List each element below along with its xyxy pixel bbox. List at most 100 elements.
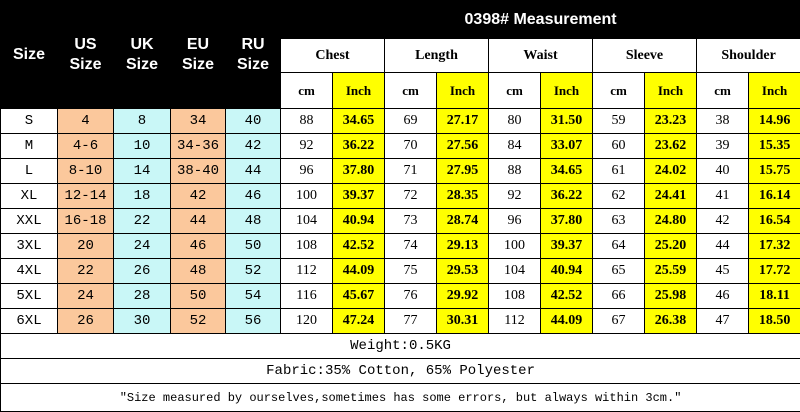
cell: 37.80 (541, 209, 593, 234)
cell: 39.37 (541, 234, 593, 259)
cell: 27.56 (437, 134, 489, 159)
cell: 92 (489, 184, 541, 209)
cell: 28.74 (437, 209, 489, 234)
cell: 31.50 (541, 109, 593, 134)
cell: 24.02 (645, 159, 697, 184)
cell: M (1, 134, 58, 159)
cell: 34.65 (541, 159, 593, 184)
cell: 37.80 (333, 159, 385, 184)
unit-header: Inch (749, 73, 800, 109)
cell: 45 (697, 259, 749, 284)
cell: 77 (385, 309, 437, 334)
cell: 42.52 (541, 284, 593, 309)
unit-header: cm (385, 73, 437, 109)
cell: 65 (593, 259, 645, 284)
cell: 16.14 (749, 184, 800, 209)
cell: 88 (281, 109, 333, 134)
cell: 15.75 (749, 159, 800, 184)
cell: 16.54 (749, 209, 800, 234)
cell: 56 (226, 309, 281, 334)
cell: 24.80 (645, 209, 697, 234)
cell: 27.95 (437, 159, 489, 184)
cell: 29.92 (437, 284, 489, 309)
unit-header: Inch (333, 73, 385, 109)
cell: 44 (697, 234, 749, 259)
cell: 52 (171, 309, 226, 334)
size-header-text: US Size (69, 35, 101, 75)
group-header: Waist (489, 39, 593, 73)
cell: 34-36 (171, 134, 226, 159)
cell: 4-6 (58, 134, 114, 159)
cell: 28.35 (437, 184, 489, 209)
unit-header: Inch (437, 73, 489, 109)
measurement-title: 0398# Measurement (281, 1, 800, 39)
cell: 39.37 (333, 184, 385, 209)
cell: 41 (697, 184, 749, 209)
cell: 96 (489, 209, 541, 234)
cell: 29.53 (437, 259, 489, 284)
unit-header: Inch (645, 73, 697, 109)
cell: 59 (593, 109, 645, 134)
cell: 25.20 (645, 234, 697, 259)
group-header: Length (385, 39, 489, 73)
size-header: UK Size (114, 1, 171, 109)
cell: 47.24 (333, 309, 385, 334)
cell: 66 (593, 284, 645, 309)
size-header: RU Size (226, 1, 281, 109)
cell: 18 (114, 184, 171, 209)
group-header: Sleeve (593, 39, 697, 73)
cell: 8-10 (58, 159, 114, 184)
cell: 3XL (1, 234, 58, 259)
cell: 22 (58, 259, 114, 284)
size-header: Size (1, 1, 58, 109)
cell: 15.35 (749, 134, 800, 159)
cell: 6XL (1, 309, 58, 334)
cell: 104 (281, 209, 333, 234)
footer-note: "Size measured by ourselves,sometimes ha… (1, 384, 800, 412)
cell: 28 (114, 284, 171, 309)
cell: 88 (489, 159, 541, 184)
cell: 100 (489, 234, 541, 259)
cell: 34.65 (333, 109, 385, 134)
cell: 38 (697, 109, 749, 134)
cell: 40 (226, 109, 281, 134)
cell: 39 (697, 134, 749, 159)
row: Weight:0.5KG (1, 334, 800, 359)
cell: 80 (489, 109, 541, 134)
cell: 4XL (1, 259, 58, 284)
cell: 72 (385, 184, 437, 209)
cell: 46 (226, 184, 281, 209)
cell: 75 (385, 259, 437, 284)
cell: 16-18 (58, 209, 114, 234)
cell: 40.94 (541, 259, 593, 284)
cell: 44 (226, 159, 281, 184)
cell: 69 (385, 109, 437, 134)
cell: 44.09 (333, 259, 385, 284)
cell: 108 (281, 234, 333, 259)
cell: 8 (114, 109, 171, 134)
cell: 38-40 (171, 159, 226, 184)
cell: 20 (58, 234, 114, 259)
cell: 36.22 (333, 134, 385, 159)
cell: 29.13 (437, 234, 489, 259)
cell: XL (1, 184, 58, 209)
cell: 46 (697, 284, 749, 309)
cell: 26 (114, 259, 171, 284)
row: "Size measured by ourselves,sometimes ha… (1, 384, 800, 412)
cell: 12-14 (58, 184, 114, 209)
cell: 100 (281, 184, 333, 209)
cell: 44.09 (541, 309, 593, 334)
cell: 40.94 (333, 209, 385, 234)
cell: 54 (226, 284, 281, 309)
cell: 40 (697, 159, 749, 184)
cell: 30.31 (437, 309, 489, 334)
